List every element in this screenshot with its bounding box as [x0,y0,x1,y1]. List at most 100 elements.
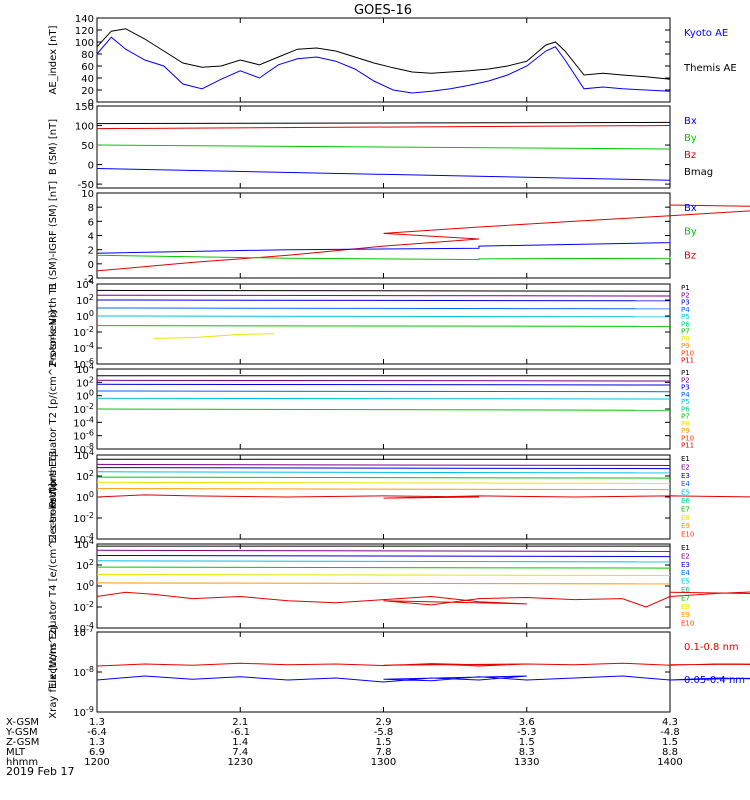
legend-entry: Bmag [684,167,713,178]
legend-entry: P10 [681,349,694,357]
y-tick-label: 40 [81,74,94,85]
y-tick-label: 100 [76,309,94,323]
legend-entry: P2 [681,376,690,384]
series-line-e4 [96,471,671,474]
y-axis-label: Protons Equator T2 [p/(cm^2-s-sr-keV)] [48,310,59,507]
y-tick-label: 10-8 [73,442,94,456]
y-axis-label: Electrons North T3 [48,450,59,543]
footer-value: 1300 [371,757,396,768]
legend-entry: E9 [681,611,690,619]
legend-entry: P5 [681,313,690,321]
footer-row-label: hhmm [6,757,38,768]
y-tick-label: 104 [76,362,94,376]
legend-entry: P4 [681,306,690,314]
y-tick-label: 10-2 [73,402,94,416]
series-line-bx [96,168,671,181]
footer-value: 7.4 [232,747,248,758]
legend-entry: E10 [681,620,694,628]
y-tick-label: 0 [88,161,94,172]
y-tick-label: 0 [88,260,94,271]
legend-entry: E5 [681,489,690,497]
legend-entry: Bx [684,203,697,214]
legend-entry: P1 [681,284,690,292]
footer-value: -5.3 [517,727,537,738]
y-tick-label: 100 [76,389,94,403]
legend-entry: E7 [681,594,690,602]
footer-value: 8.8 [662,747,678,758]
series-line-e3 [96,555,671,558]
panel-7: 104 102 100 10-2 10-4 Electrons Equator T4 [e… [48,483,750,689]
y-tick-label: 100 [75,38,94,49]
series-line-e5 [96,476,671,479]
series-line-bz [96,204,750,272]
y-tick-label: 10-9 [73,705,94,719]
legend-entry: P1 [681,369,690,377]
y-axis-label: Protons North T1 [48,282,59,366]
legend-entry: E2 [681,463,690,471]
y-tick-label: 100 [76,579,94,593]
series-line-p3 [96,299,671,302]
legend-entry: Bx [684,116,697,127]
legend-entry: Bz [684,250,696,261]
legend-entry: P9 [681,427,690,435]
legend-entry: E4 [681,569,690,577]
y-tick-label: 0 [88,98,94,109]
legend-entry: P5 [681,398,690,406]
legend-entry: P2 [681,291,690,299]
y-tick-label: 150 [75,102,94,113]
legend-entry: E1 [681,455,690,463]
panel-8: 10-7 10-8 10-9 Xray flux [W/m^2] 0.1-0.8 nm 0… [48,625,750,719]
footer-value: 2.9 [376,717,392,728]
legend-entry: 0.05-0.4 nm [684,675,745,686]
y-tick-label: 10-4 [73,621,94,635]
y-tick-label: 4 [88,232,94,243]
y-tick-label: 10-6 [73,429,94,443]
series-line-bx [96,239,671,254]
legend-entry: E8 [681,603,690,611]
legend-entry: By [684,227,697,238]
footer-row-label: X-GSM [6,717,39,728]
series-line-e2 [96,549,671,552]
y-axis-label: Electrons Equator T4 [e/(cm^2-s-sr-keV)] [48,483,59,689]
footer-date: 2019 Feb 17 [6,765,74,778]
series-line-e5 [96,566,671,569]
footer-value: 1.5 [376,737,392,748]
y-tick-label: 100 [75,122,94,133]
legend-entry: P8 [681,420,690,428]
y-tick-label: 10-7 [73,625,94,639]
y-tick-label: 10-4 [73,532,94,546]
y-tick-label: 102 [76,375,94,389]
footer-value: 1.3 [89,717,105,728]
series-line-e6 [96,574,671,576]
legend-entry: 0.1-0.8 nm [684,642,739,653]
legend-entry: E6 [681,586,690,594]
footer-value: 1.4 [232,737,248,748]
series-line-p5 [96,397,671,400]
series-line-0-05-0-4-nm [96,675,750,683]
series-line-themis-ae [96,28,671,80]
footer-value: 4.3 [662,717,678,728]
footer-value: -5.8 [374,727,394,738]
legend-entry: P3 [681,299,690,307]
legend-entry: E2 [681,552,690,560]
footer-value: 2.1 [232,717,248,728]
footer-value: 1230 [228,757,253,768]
legend-entry: E10 [681,531,694,539]
series-line-p2 [96,379,671,382]
series-line-e9 [96,591,750,608]
legend-entry: E8 [681,514,690,522]
footer-ephemeris: X-GSMY-GSMZ-GSMMLThhmm1.3-6.41.36.912002… [5,717,683,768]
series-line-p4 [96,390,671,393]
legend-entry: P10 [681,434,694,442]
series-line-e7 [96,488,671,491]
legend-entry: P6 [681,405,690,413]
legend-entry: P7 [681,413,690,421]
footer-value: 7.8 [376,747,392,758]
y-tick-label: 120 [75,26,94,37]
series-line-bmag [96,121,671,125]
footer-row-label: Z-GSM [6,737,39,748]
